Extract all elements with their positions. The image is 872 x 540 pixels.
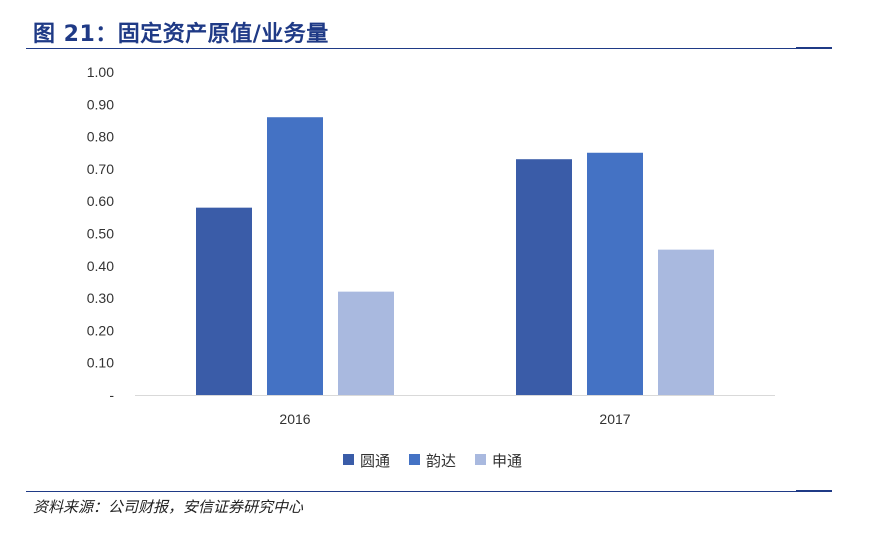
- bar-2016-2: [338, 291, 394, 395]
- y-tick-label: 0.50: [87, 226, 114, 242]
- bottom-rule-accent: [796, 490, 832, 492]
- x-tick-label: 2017: [599, 411, 630, 427]
- legend-swatch: [409, 454, 420, 465]
- legend-swatch: [475, 454, 486, 465]
- top-rule-accent: [796, 47, 832, 49]
- x-axis-labels: 2016 2017: [279, 411, 630, 427]
- figure-title: 图 21：固定资产原值/业务量: [33, 22, 329, 47]
- bar-2016-0: [196, 207, 252, 395]
- bar-2017-0: [516, 159, 572, 395]
- source-note: 资料来源：公司财报，安信证券研究中心: [33, 498, 304, 516]
- y-tick-label: 0.60: [87, 193, 114, 209]
- legend: 圆通 韵达 申通: [343, 452, 522, 470]
- y-tick-label: 0.10: [87, 355, 114, 371]
- bar-2016-1: [267, 117, 323, 395]
- legend-label: 申通: [492, 452, 522, 470]
- x-tick-label: 2016: [279, 411, 310, 427]
- legend-swatch: [343, 454, 354, 465]
- bottom-rule: [26, 491, 832, 492]
- y-tick-label: -: [109, 387, 114, 403]
- y-tick-label: 0.80: [87, 129, 114, 145]
- y-tick-label: 0.90: [87, 96, 114, 112]
- y-tick-label: 0.30: [87, 290, 114, 306]
- top-rule: [26, 48, 832, 49]
- y-tick-label: 0.20: [87, 322, 114, 338]
- bars: [196, 117, 714, 395]
- y-tick-label: 1.00: [87, 64, 114, 80]
- y-axis-labels: - 0.10 0.20 0.30 0.40 0.50 0.60 0.70 0.80 0.90 1.0…: [87, 64, 115, 403]
- legend-label: 韵达: [426, 452, 456, 470]
- legend-label: 圆通: [360, 452, 390, 470]
- bar-2017-1: [587, 152, 643, 395]
- bar-2017-2: [658, 249, 714, 395]
- y-tick-label: 0.70: [87, 161, 114, 177]
- y-tick-label: 0.40: [87, 258, 114, 274]
